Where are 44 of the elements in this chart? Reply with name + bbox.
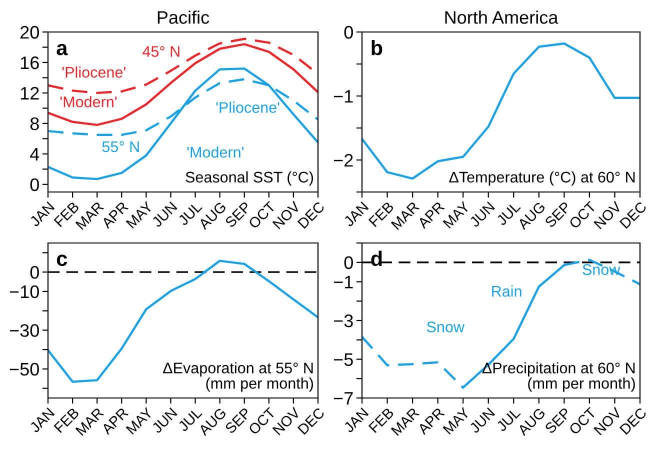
y-tick-label: −7: [334, 392, 353, 405]
x-tick-label: SEP: [544, 201, 572, 228]
annotation: 'Pliocene': [216, 102, 280, 113]
y-tick-label: −5: [334, 353, 353, 366]
x-tick-label: FEB: [368, 201, 394, 228]
annotation: a: [56, 44, 68, 56]
y-tick-label: 8: [30, 117, 39, 130]
annotation: Snow: [426, 322, 465, 332]
annotation: 'Pliocene': [62, 66, 126, 78]
x-tick-label: FEB: [368, 407, 394, 434]
y-tick-label: −10: [10, 285, 39, 298]
y-tick-label: −2: [334, 154, 353, 167]
annotation: b: [372, 40, 382, 56]
x-tick-label: JUL: [496, 407, 521, 432]
x-tick-label: SEP: [544, 407, 572, 434]
annotation: Seasonal SST (°C): [186, 171, 314, 186]
x-tick-label: JUL: [177, 407, 203, 432]
y-tick-label: 20: [20, 26, 39, 39]
chart-title: North America: [445, 10, 558, 24]
annotation: ΔEvaporation at 55° N (mm per month): [163, 362, 314, 392]
x-tick-label: JUL: [177, 201, 203, 226]
annotation: ΔTemperature (°C) at 60° N: [449, 171, 635, 186]
annotation: c: [56, 254, 68, 266]
y-tick-label: 16: [20, 56, 39, 70]
annotation: 55° N: [102, 141, 139, 152]
annotation: Rain: [492, 285, 522, 297]
annotation: ΔPrecipitation at 60° N (mm per month): [482, 362, 635, 392]
y-tick-label: 0: [344, 26, 353, 39]
annotation: 'Modern': [187, 146, 244, 158]
chart-title: Pacific: [158, 10, 210, 24]
annotation: 'Modern': [60, 96, 117, 108]
y-tick-label: 0: [344, 256, 353, 270]
y-tick-label: −50: [10, 362, 39, 376]
y-tick-label: −30: [10, 324, 39, 337]
y-tick-label: −1: [334, 90, 353, 103]
y-tick-label: −1: [334, 276, 353, 288]
y-tick-label: 12: [20, 86, 39, 100]
y-tick-label: 0: [30, 266, 39, 279]
x-tick-label: JUL: [496, 201, 521, 226]
y-tick-label: 0: [30, 178, 39, 192]
annotation: 45° N: [142, 46, 180, 57]
y-tick-label: −3: [334, 314, 353, 328]
y-tick-label: 4: [30, 148, 40, 160]
line-series: [48, 43, 318, 126]
